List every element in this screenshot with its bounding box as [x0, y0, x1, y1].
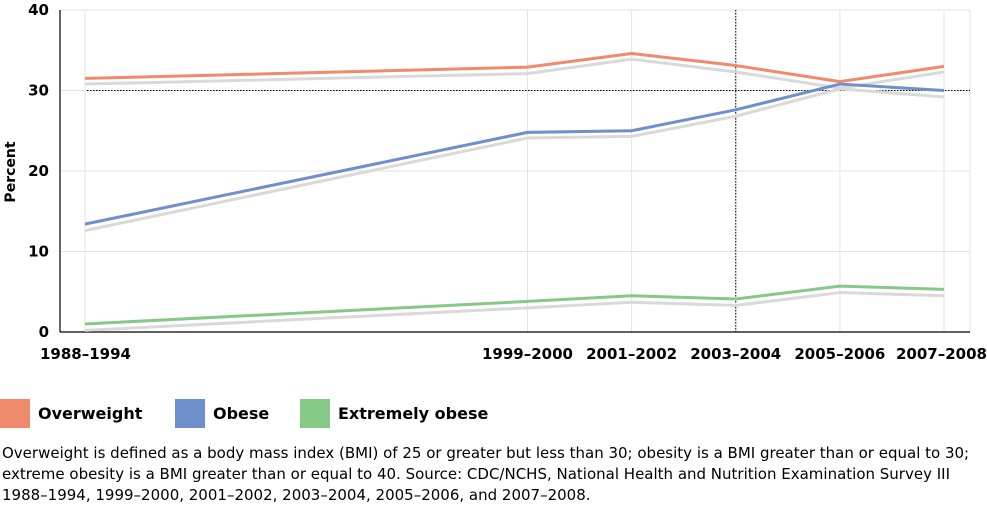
y-axis-label: Percent: [3, 141, 19, 202]
legend: Overweight Obese Extremely obese: [0, 398, 987, 428]
y-tick-label: 20: [28, 162, 49, 180]
y-tick-label: 0: [39, 323, 49, 341]
series-line-extremely-obese: [84, 284, 945, 326]
series-shadow-overweight: [84, 57, 945, 90]
reference-lines: [87, 10, 970, 332]
x-tick-label: 2007–2008: [896, 345, 987, 363]
legend-swatch: [300, 398, 330, 428]
series-shadow-extremely-obese: [84, 291, 945, 332]
chart-caption: Overweight is defined as a body mass ind…: [2, 444, 970, 504]
legend-item-overweight: Overweight: [0, 398, 142, 428]
x-tick-label: 2003–2004: [690, 345, 781, 363]
series-lines: [84, 51, 945, 326]
line-chart: 0 10 20 30 40 1988–1994 1999–2000 2001–2002 200…: [3, 1, 987, 363]
y-tick-label: 10: [28, 243, 49, 261]
x-tick-label: 1988–1994: [40, 345, 131, 363]
x-axis-ticks: 1988–1994 1999–2000 2001–2002 2003–2004 2005…: [40, 345, 987, 363]
legend-swatch: [0, 398, 30, 428]
legend-swatch: [175, 398, 205, 428]
legend-label: Overweight: [38, 403, 143, 423]
legend-item-obese: Obese: [175, 398, 269, 428]
x-tick-label: 2005–2006: [794, 345, 885, 363]
y-tick-label: 40: [28, 1, 49, 19]
series-line-obese: [84, 82, 945, 226]
x-tick-label: 2001–2002: [586, 345, 677, 363]
series-line-overweight: [84, 51, 945, 84]
y-tick-label: 30: [28, 82, 49, 100]
legend-item-extremely-obese: Extremely obese: [300, 398, 488, 428]
x-tick-label: 1999–2000: [482, 345, 573, 363]
series-shadow-obese: [84, 87, 945, 233]
gridlines: [59, 9, 971, 333]
legend-label: Extremely obese: [338, 403, 489, 423]
y-axis-ticks: 0 10 20 30 40: [28, 1, 49, 341]
legend-label: Obese: [213, 403, 270, 423]
